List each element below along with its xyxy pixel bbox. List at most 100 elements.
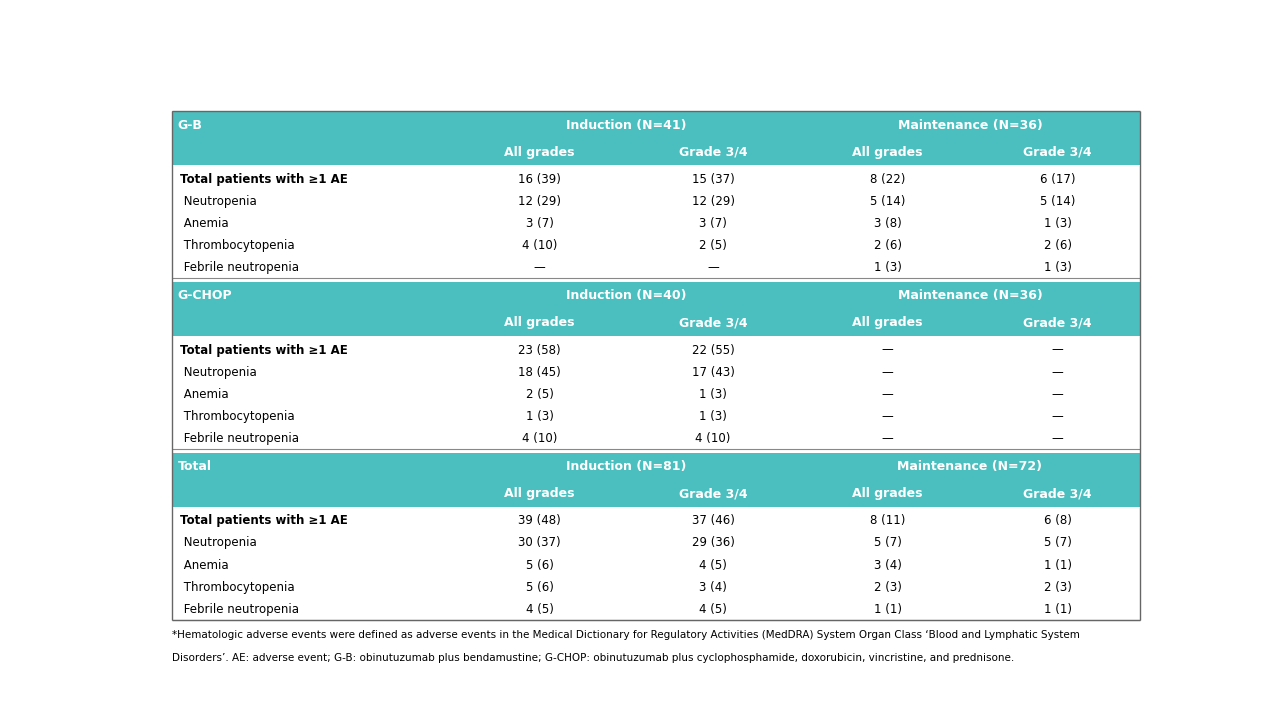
Bar	[172, 427, 1140, 449]
Bar	[172, 510, 1140, 532]
Text: 4 (10): 4 (10)	[522, 238, 557, 252]
Text: Maintenance (N=36): Maintenance (N=36)	[897, 119, 1042, 132]
Text: 2 (6): 2 (6)	[874, 238, 901, 252]
Text: 1 (3): 1 (3)	[699, 410, 727, 422]
Text: Anemia: Anemia	[179, 387, 228, 401]
Text: 1 (3): 1 (3)	[526, 410, 553, 422]
Text: 2 (3): 2 (3)	[1043, 581, 1071, 594]
Text: Grade 3/4: Grade 3/4	[678, 316, 748, 329]
Text: Febrile neutropenia: Febrile neutropenia	[179, 261, 298, 274]
Text: 39 (48): 39 (48)	[518, 514, 561, 528]
Text: 37 (46): 37 (46)	[691, 514, 735, 528]
Text: Neutropenia: Neutropenia	[179, 195, 256, 208]
Bar	[172, 310, 1140, 336]
Text: —: —	[882, 344, 893, 357]
Text: Febrile neutropenia: Febrile neutropenia	[179, 603, 298, 616]
Bar	[172, 234, 1140, 256]
Text: Total patients with ≥1 AE: Total patients with ≥1 AE	[179, 173, 348, 185]
Text: —: —	[882, 410, 893, 422]
Text: Neutropenia: Neutropenia	[179, 536, 256, 549]
Text: 22 (55): 22 (55)	[691, 344, 735, 357]
Text: 16 (39): 16 (39)	[518, 173, 561, 185]
Text: All grades: All grades	[852, 316, 923, 329]
Text: 4 (5): 4 (5)	[699, 558, 727, 571]
Bar	[172, 405, 1140, 427]
Text: Anemia: Anemia	[179, 558, 228, 571]
Text: Thrombocytopenia: Thrombocytopenia	[179, 238, 294, 252]
Text: 8 (11): 8 (11)	[870, 514, 905, 528]
Text: Induction (N=41): Induction (N=41)	[566, 119, 686, 132]
Text: 4 (5): 4 (5)	[699, 603, 727, 616]
Text: Grade 3/4: Grade 3/4	[1024, 488, 1092, 500]
Text: Neutropenia: Neutropenia	[179, 366, 256, 379]
Bar	[172, 532, 1140, 554]
Text: Induction (N=81): Induction (N=81)	[566, 460, 686, 473]
Text: 15 (37): 15 (37)	[691, 173, 735, 185]
Text: 5 (14): 5 (14)	[1041, 195, 1075, 208]
Text: 1 (3): 1 (3)	[1043, 217, 1071, 230]
Text: 2 (3): 2 (3)	[874, 581, 901, 594]
Text: 2 (6): 2 (6)	[1043, 238, 1071, 252]
Text: 3 (8): 3 (8)	[874, 217, 901, 230]
Text: 6 (17): 6 (17)	[1041, 173, 1075, 185]
Bar	[172, 383, 1140, 405]
Bar	[172, 190, 1140, 212]
Text: 12 (29): 12 (29)	[518, 195, 561, 208]
Text: —: —	[1052, 387, 1064, 401]
Text: All grades: All grades	[852, 488, 923, 500]
Text: Total: Total	[178, 460, 212, 473]
Text: 1 (1): 1 (1)	[1043, 558, 1071, 571]
Text: Febrile neutropenia: Febrile neutropenia	[179, 432, 298, 445]
Text: Grade 3/4: Grade 3/4	[1024, 145, 1092, 158]
Text: All grades: All grades	[852, 145, 923, 158]
Text: 5 (7): 5 (7)	[874, 536, 901, 549]
Text: All grades: All grades	[504, 316, 575, 329]
Text: 3 (4): 3 (4)	[874, 558, 901, 571]
Text: Maintenance (N=36): Maintenance (N=36)	[897, 289, 1042, 302]
Text: Anemia: Anemia	[179, 217, 228, 230]
Text: —: —	[534, 261, 545, 274]
Bar	[172, 481, 1140, 507]
Text: 30 (37): 30 (37)	[518, 536, 561, 549]
Text: Disorders’. AE: adverse event; G-B: obinutuzumab plus bendamustine; G-CHOP: obin: Disorders’. AE: adverse event; G-B: obin…	[172, 653, 1014, 663]
Text: 1 (3): 1 (3)	[699, 387, 727, 401]
Text: 18 (45): 18 (45)	[518, 366, 561, 379]
Text: 4 (10): 4 (10)	[522, 432, 557, 445]
Text: All grades: All grades	[504, 145, 575, 158]
Text: All grades: All grades	[504, 488, 575, 500]
Bar	[172, 598, 1140, 620]
Text: 23 (58): 23 (58)	[518, 344, 561, 357]
Bar	[172, 339, 1140, 361]
Bar	[172, 453, 1140, 481]
Text: 17 (43): 17 (43)	[691, 366, 735, 379]
Text: 1 (3): 1 (3)	[1043, 261, 1071, 274]
Text: 12 (29): 12 (29)	[691, 195, 735, 208]
Text: 4 (10): 4 (10)	[695, 432, 731, 445]
Text: Maintenance (N=72): Maintenance (N=72)	[897, 460, 1042, 473]
Text: 8 (22): 8 (22)	[870, 173, 905, 185]
Text: Grade 3/4: Grade 3/4	[678, 145, 748, 158]
Text: Thrombocytopenia: Thrombocytopenia	[179, 581, 294, 594]
Text: 5 (14): 5 (14)	[870, 195, 905, 208]
Bar	[172, 256, 1140, 279]
Text: 2 (5): 2 (5)	[699, 238, 727, 252]
Bar	[172, 576, 1140, 598]
Text: 4 (5): 4 (5)	[526, 603, 553, 616]
Text: —: —	[1052, 366, 1064, 379]
Text: Total patients with ≥1 AE: Total patients with ≥1 AE	[179, 514, 348, 528]
Text: 5 (6): 5 (6)	[526, 558, 553, 571]
Text: Thrombocytopenia: Thrombocytopenia	[179, 410, 294, 422]
Text: 5 (7): 5 (7)	[1043, 536, 1071, 549]
Text: G-B: G-B	[178, 119, 202, 132]
Bar	[172, 281, 1140, 310]
Text: 6 (8): 6 (8)	[1043, 514, 1071, 528]
Bar	[172, 554, 1140, 576]
Text: —: —	[1052, 410, 1064, 422]
Bar	[172, 168, 1140, 190]
Text: Induction (N=40): Induction (N=40)	[566, 289, 686, 302]
Text: Grade 3/4: Grade 3/4	[1024, 316, 1092, 329]
Text: —: —	[882, 366, 893, 379]
Text: —: —	[1052, 432, 1064, 445]
Text: 29 (36): 29 (36)	[691, 536, 735, 549]
Text: —: —	[882, 432, 893, 445]
